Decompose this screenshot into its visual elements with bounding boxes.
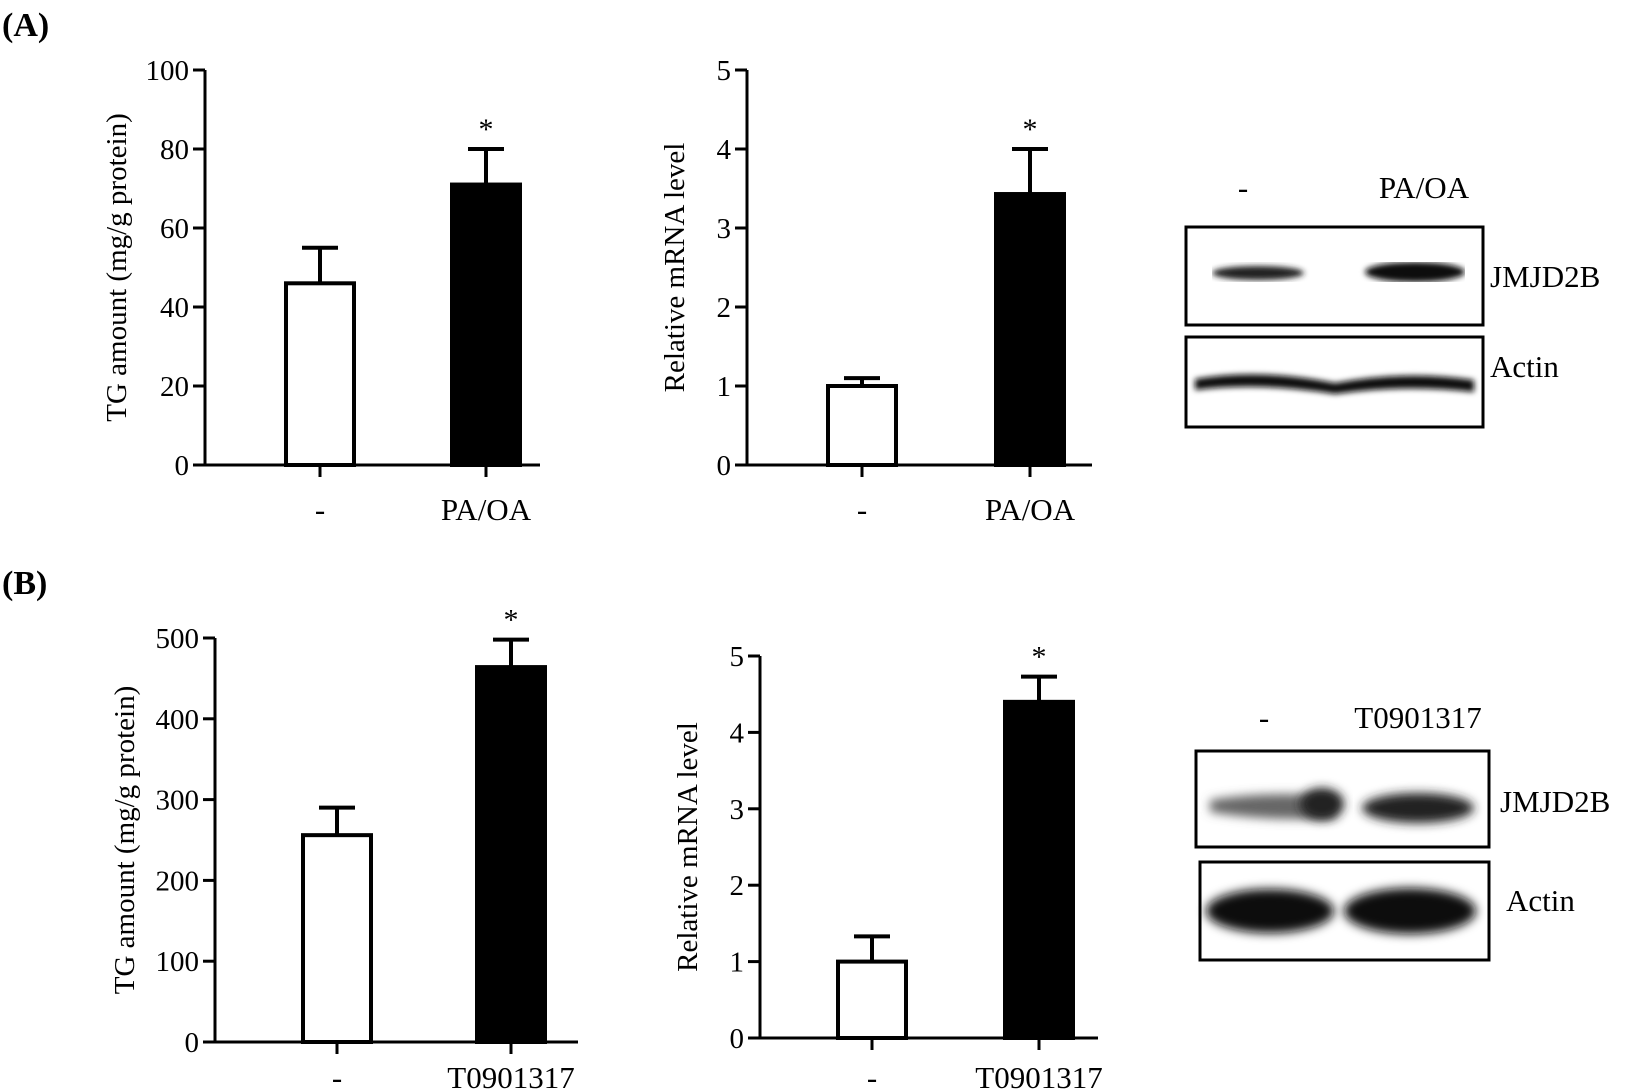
significance-marker: * [479, 113, 494, 146]
y-tick-label: 80 [160, 134, 189, 166]
y-tick-label: 60 [160, 213, 189, 245]
panel-label-b: (B) [2, 565, 47, 602]
blot-a-jmjd2b-band [1365, 262, 1465, 282]
western-blot-a: - PA/OA JMJD2B Actin [1184, 170, 1600, 429]
y-tick-label: 0 [185, 1027, 200, 1059]
y-tick-label: 20 [160, 371, 189, 403]
x-tick-label: T0901317 [447, 1060, 574, 1092]
blot-a-row-label: JMJD2B [1490, 259, 1600, 294]
y-tick-label: 0 [175, 450, 190, 482]
x-tick-label: PA/OA [441, 492, 532, 527]
panel-label-a: (A) [2, 7, 49, 44]
blot-b-row-label: Actin [1506, 883, 1575, 918]
y-tick-label: 3 [730, 794, 745, 826]
blot-b-jmjd2b-band [1300, 788, 1344, 820]
y-tick-label: 40 [160, 292, 189, 324]
y-axis-label: TG amount (mg/g protein) [109, 686, 141, 994]
y-tick-label: 0 [730, 1023, 745, 1055]
y-tick-label: 4 [730, 717, 745, 749]
x-tick-label: PA/OA [985, 492, 1076, 527]
x-tick-label: - [867, 1060, 877, 1092]
chart-a-tg-amount: 0 20 40 60 80 100 TG amount (mg/g protein) - PA/… [101, 55, 540, 527]
blot-b-actin-band [1344, 888, 1476, 934]
chart-b-tg-amount: 0 100 200 300 400 500 TG amount (mg/g protein)… [109, 604, 578, 1092]
y-tick-label: 2 [730, 870, 745, 902]
significance-marker: * [504, 604, 519, 637]
significance-marker: * [1032, 641, 1047, 674]
significance-marker: * [1023, 113, 1038, 146]
bar [994, 192, 1066, 467]
y-tick-label: 300 [156, 785, 200, 817]
y-tick-label: 3 [717, 213, 732, 245]
y-tick-label: 5 [730, 641, 745, 673]
blot-b-actin-band [1206, 889, 1334, 933]
y-tick-label: 500 [156, 623, 200, 655]
bar [836, 959, 908, 1040]
bar [1003, 699, 1075, 1041]
y-tick-label: 1 [730, 947, 745, 979]
y-axis-label: Relative mRNA level [659, 143, 691, 393]
blot-a-lane-label: - [1238, 170, 1248, 205]
x-tick-label: - [332, 1060, 342, 1092]
y-tick-label: 2 [717, 292, 732, 324]
bar [826, 384, 898, 467]
blot-a-actin-band [1195, 374, 1474, 394]
bar [284, 281, 356, 467]
x-tick-label: - [857, 492, 867, 527]
x-tick-label: - [315, 492, 325, 527]
western-blot-b: - T0901317 JMJD2B Actin [1194, 700, 1610, 962]
x-tick-label: T0901317 [975, 1060, 1102, 1092]
y-tick-label: 200 [156, 865, 200, 897]
chart-a-mrna-level: 0 1 2 3 4 5 Relative mRNA level - PA/OA * [659, 55, 1092, 527]
blot-b-lane-label: T0901317 [1354, 700, 1481, 735]
y-tick-label: 5 [717, 55, 732, 87]
blot-a-jmjd2b-band [1212, 266, 1304, 280]
bar [301, 833, 373, 1044]
y-tick-label: 4 [717, 134, 732, 166]
chart-b-mrna-level: 0 1 2 3 4 5 Relative mRNA level - T0901317 * [672, 641, 1103, 1092]
blot-b-jmjd2b-band [1362, 793, 1474, 823]
blot-a-lane-label: PA/OA [1379, 170, 1470, 205]
y-tick-label: 1 [717, 371, 732, 403]
blot-b-lane-label: - [1259, 700, 1269, 735]
bar [450, 182, 522, 468]
y-axis-label: Relative mRNA level [672, 722, 704, 972]
blot-b-row-label: JMJD2B [1500, 784, 1610, 819]
y-axis-label: TG amount (mg/g protein) [101, 113, 133, 421]
blot-a-row-label: Actin [1490, 349, 1559, 384]
y-tick-label: 100 [146, 55, 190, 87]
y-tick-label: 0 [717, 450, 732, 482]
y-tick-label: 400 [156, 704, 200, 736]
bar [475, 665, 547, 1044]
y-tick-label: 100 [156, 946, 200, 978]
